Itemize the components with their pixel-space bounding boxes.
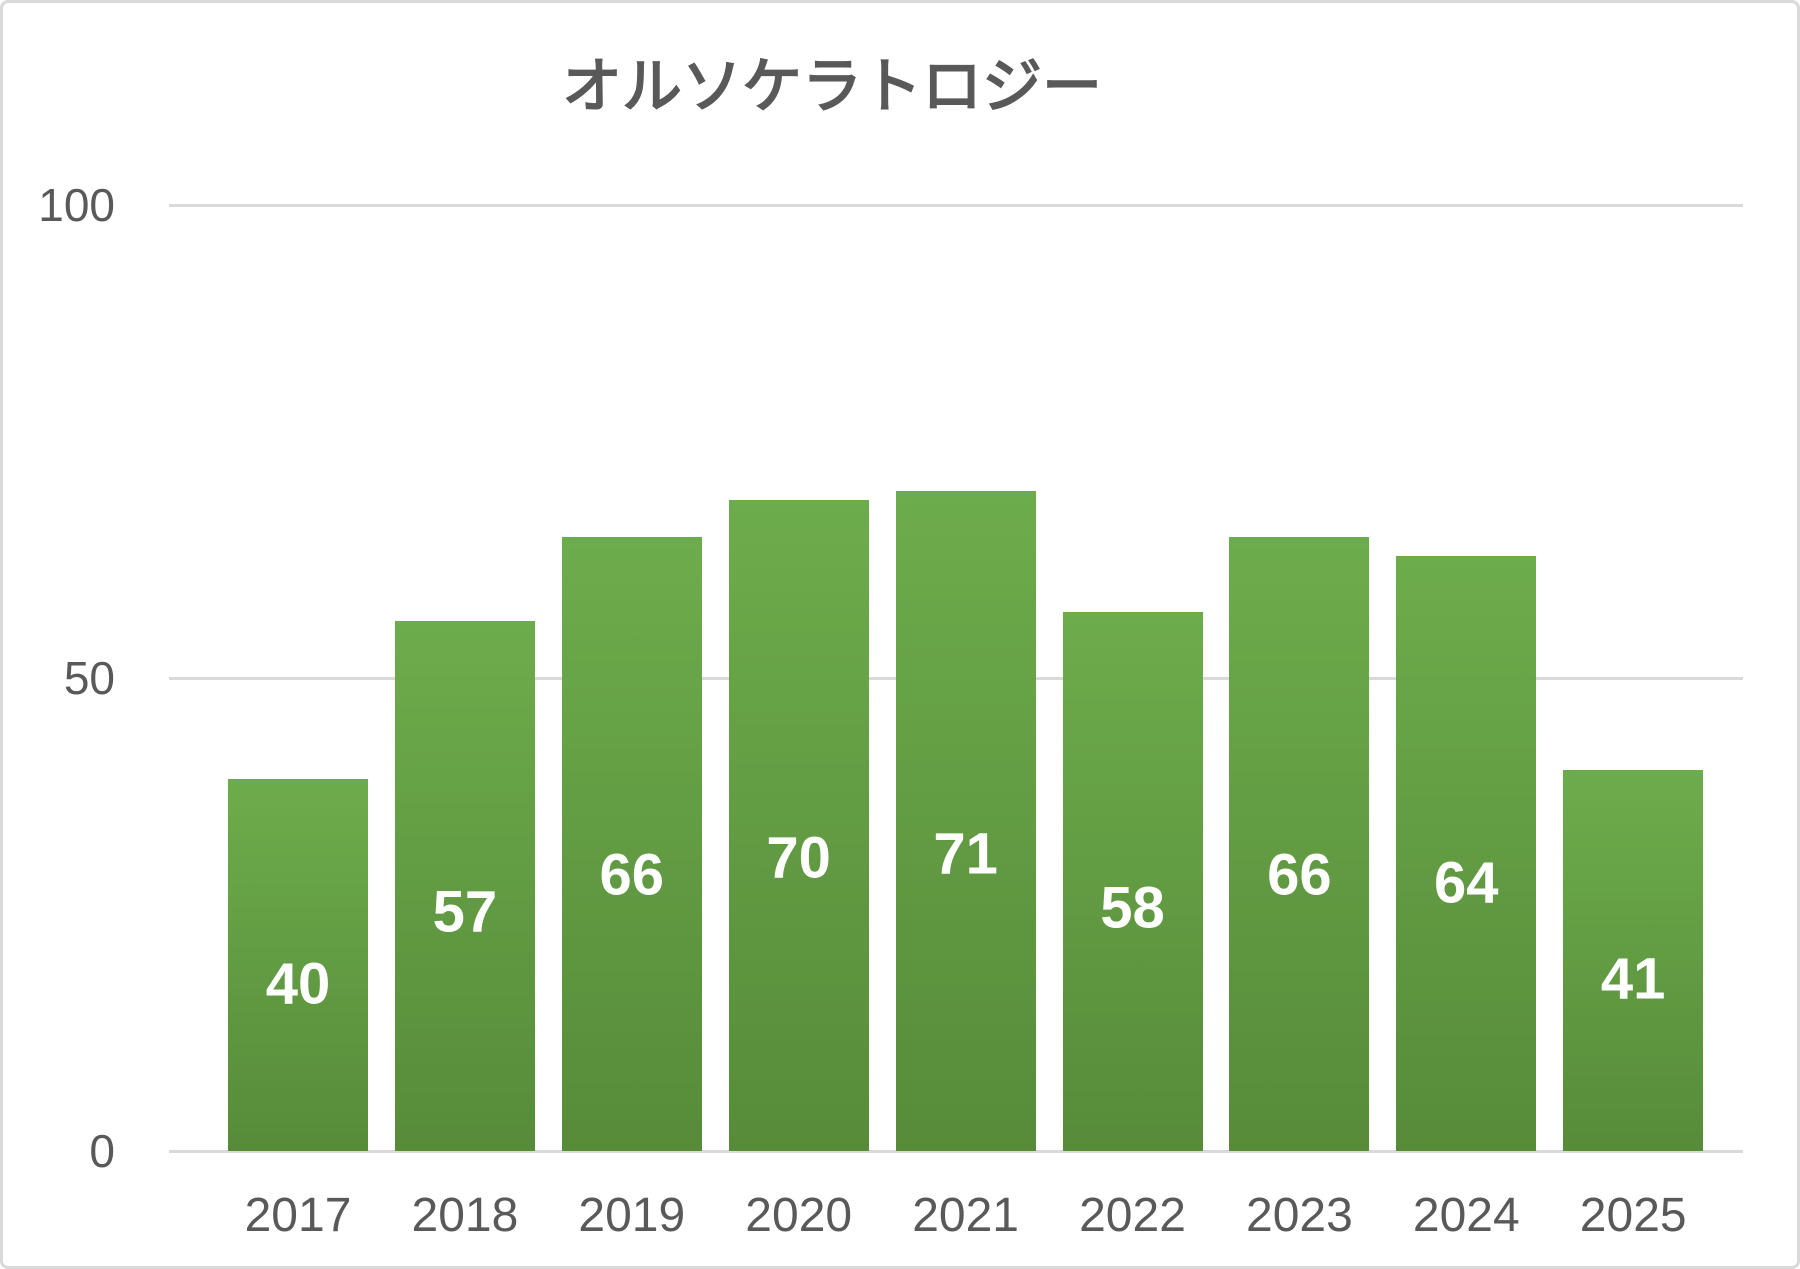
y-axis-label-50: 50 <box>63 652 115 704</box>
x-axis-label-2024: 2024 <box>1412 1189 1520 1242</box>
gridline-100 <box>169 203 1743 207</box>
x-axis-label-2020: 2020 <box>745 1189 853 1242</box>
bar-value-label-2023: 66 <box>1267 842 1332 908</box>
bar-value-label-2021: 71 <box>933 821 998 887</box>
bar-2020: 70 <box>728 500 869 1151</box>
x-axis-label-2021: 2021 <box>912 1189 1019 1242</box>
bar-2022: 58 <box>1062 611 1203 1151</box>
y-axis-label-100: 100 <box>38 179 115 231</box>
x-axis-label-2022: 2022 <box>1079 1189 1186 1242</box>
y-axis-label-0: 0 <box>89 1125 115 1177</box>
bar-2017: 40 <box>228 779 368 1151</box>
x-axis-label-2019: 2019 <box>578 1189 686 1242</box>
x-axis-label-2018: 2018 <box>411 1189 519 1242</box>
bar-value-label-2024: 64 <box>1434 850 1499 916</box>
bar-value-label-2025: 41 <box>1600 946 1666 1012</box>
bar-value-label-2017: 40 <box>265 951 331 1017</box>
x-axis-label-2025: 2025 <box>1579 1189 1687 1242</box>
bar-value-label-2022: 58 <box>1100 875 1165 941</box>
chart-title: オルソケラトロジー <box>562 53 1102 120</box>
gridline-0 <box>169 1149 1743 1153</box>
bar-2018: 57 <box>394 620 535 1151</box>
bar-2019: 66 <box>561 537 702 1151</box>
bar-2024: 64 <box>1396 555 1537 1151</box>
bar-2023: 66 <box>1229 537 1370 1151</box>
x-axis-label-2023: 2023 <box>1246 1189 1353 1242</box>
x-axis-label-2017: 2017 <box>244 1189 352 1242</box>
bar-2025: 41 <box>1563 769 1704 1151</box>
bar-2021: 71 <box>895 490 1036 1151</box>
bar-value-label-2018: 57 <box>432 879 498 945</box>
bar-value-label-2020: 70 <box>766 825 831 891</box>
bar-value-label-2019: 66 <box>599 842 665 908</box>
